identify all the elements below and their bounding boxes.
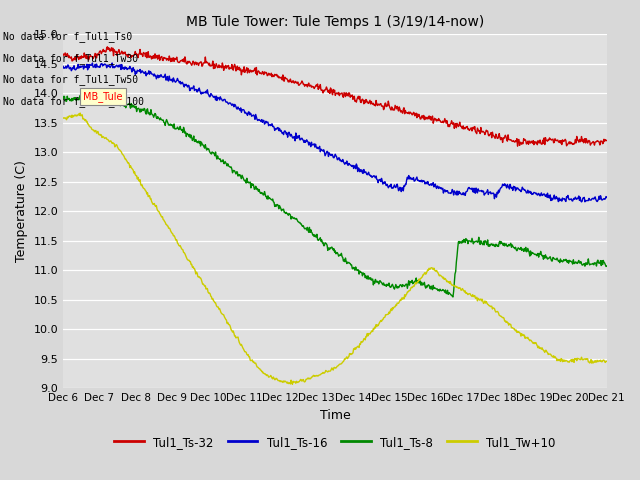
Text: No data for f_Tul1_Tw100: No data for f_Tul1_Tw100 <box>3 96 144 107</box>
Title: MB Tule Tower: Tule Temps 1 (3/19/14-now): MB Tule Tower: Tule Temps 1 (3/19/14-now… <box>186 15 484 29</box>
Text: MB_Tule: MB_Tule <box>83 91 123 102</box>
Text: No data for f_Tul1_Ts0: No data for f_Tul1_Ts0 <box>3 31 132 42</box>
Y-axis label: Temperature (C): Temperature (C) <box>15 160 28 262</box>
X-axis label: Time: Time <box>319 409 350 422</box>
Text: No data for f_Tul1_Tw30: No data for f_Tul1_Tw30 <box>3 53 138 64</box>
Text: No data for f_Tul1_Tw50: No data for f_Tul1_Tw50 <box>3 74 138 85</box>
Legend: Tul1_Ts-32, Tul1_Ts-16, Tul1_Ts-8, Tul1_Tw+10: Tul1_Ts-32, Tul1_Ts-16, Tul1_Ts-8, Tul1_… <box>109 431 561 453</box>
